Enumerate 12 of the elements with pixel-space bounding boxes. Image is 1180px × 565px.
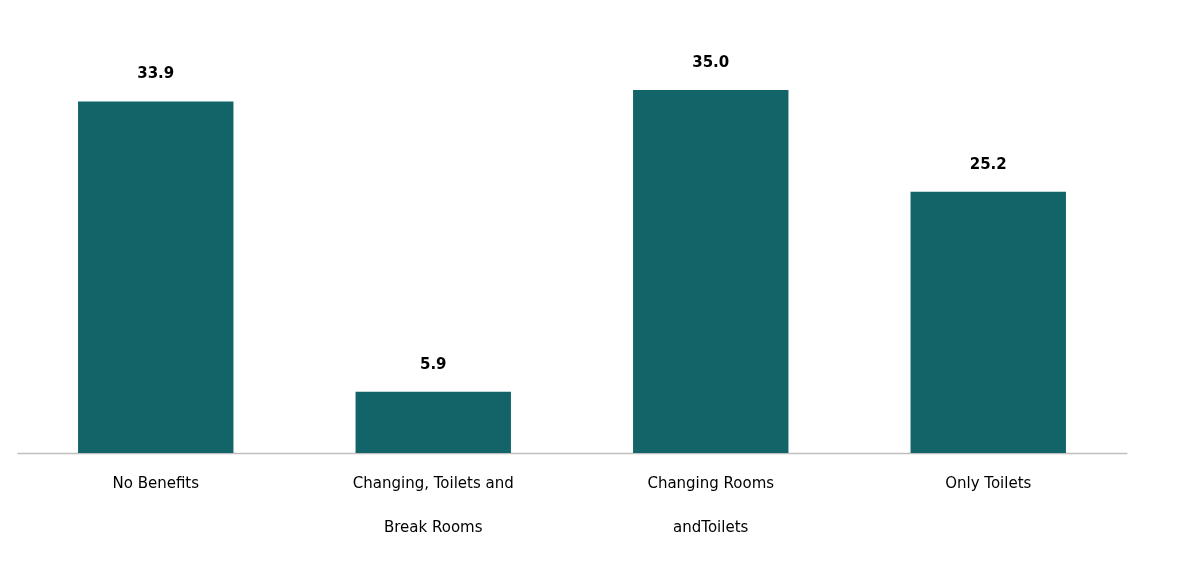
data-label: 33.9 xyxy=(137,64,175,83)
category-label: Changing Rooms andToilets xyxy=(647,473,775,536)
bar xyxy=(78,101,234,453)
data-label: 35.0 xyxy=(692,53,730,71)
bar xyxy=(633,90,789,453)
category-label: Changing, Toilets and Break Rooms xyxy=(352,473,514,536)
x-tick-label: No Benefits xyxy=(112,473,200,492)
data-label: 25.2 xyxy=(969,154,1007,173)
x-tick-label: Only Toilets xyxy=(945,473,1032,492)
bar xyxy=(910,191,1066,453)
data-label: 5.9 xyxy=(419,354,447,373)
bar xyxy=(355,391,511,453)
